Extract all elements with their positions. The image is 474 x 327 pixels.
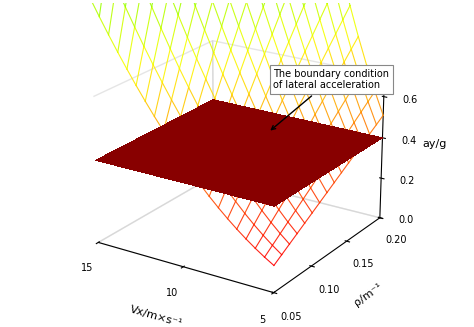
Text: The boundary condition
of lateral acceleration: The boundary condition of lateral accele… [272, 69, 389, 129]
Y-axis label: ρ/m⁻¹: ρ/m⁻¹ [352, 282, 384, 308]
X-axis label: Vx/m×s⁻¹: Vx/m×s⁻¹ [128, 305, 183, 327]
